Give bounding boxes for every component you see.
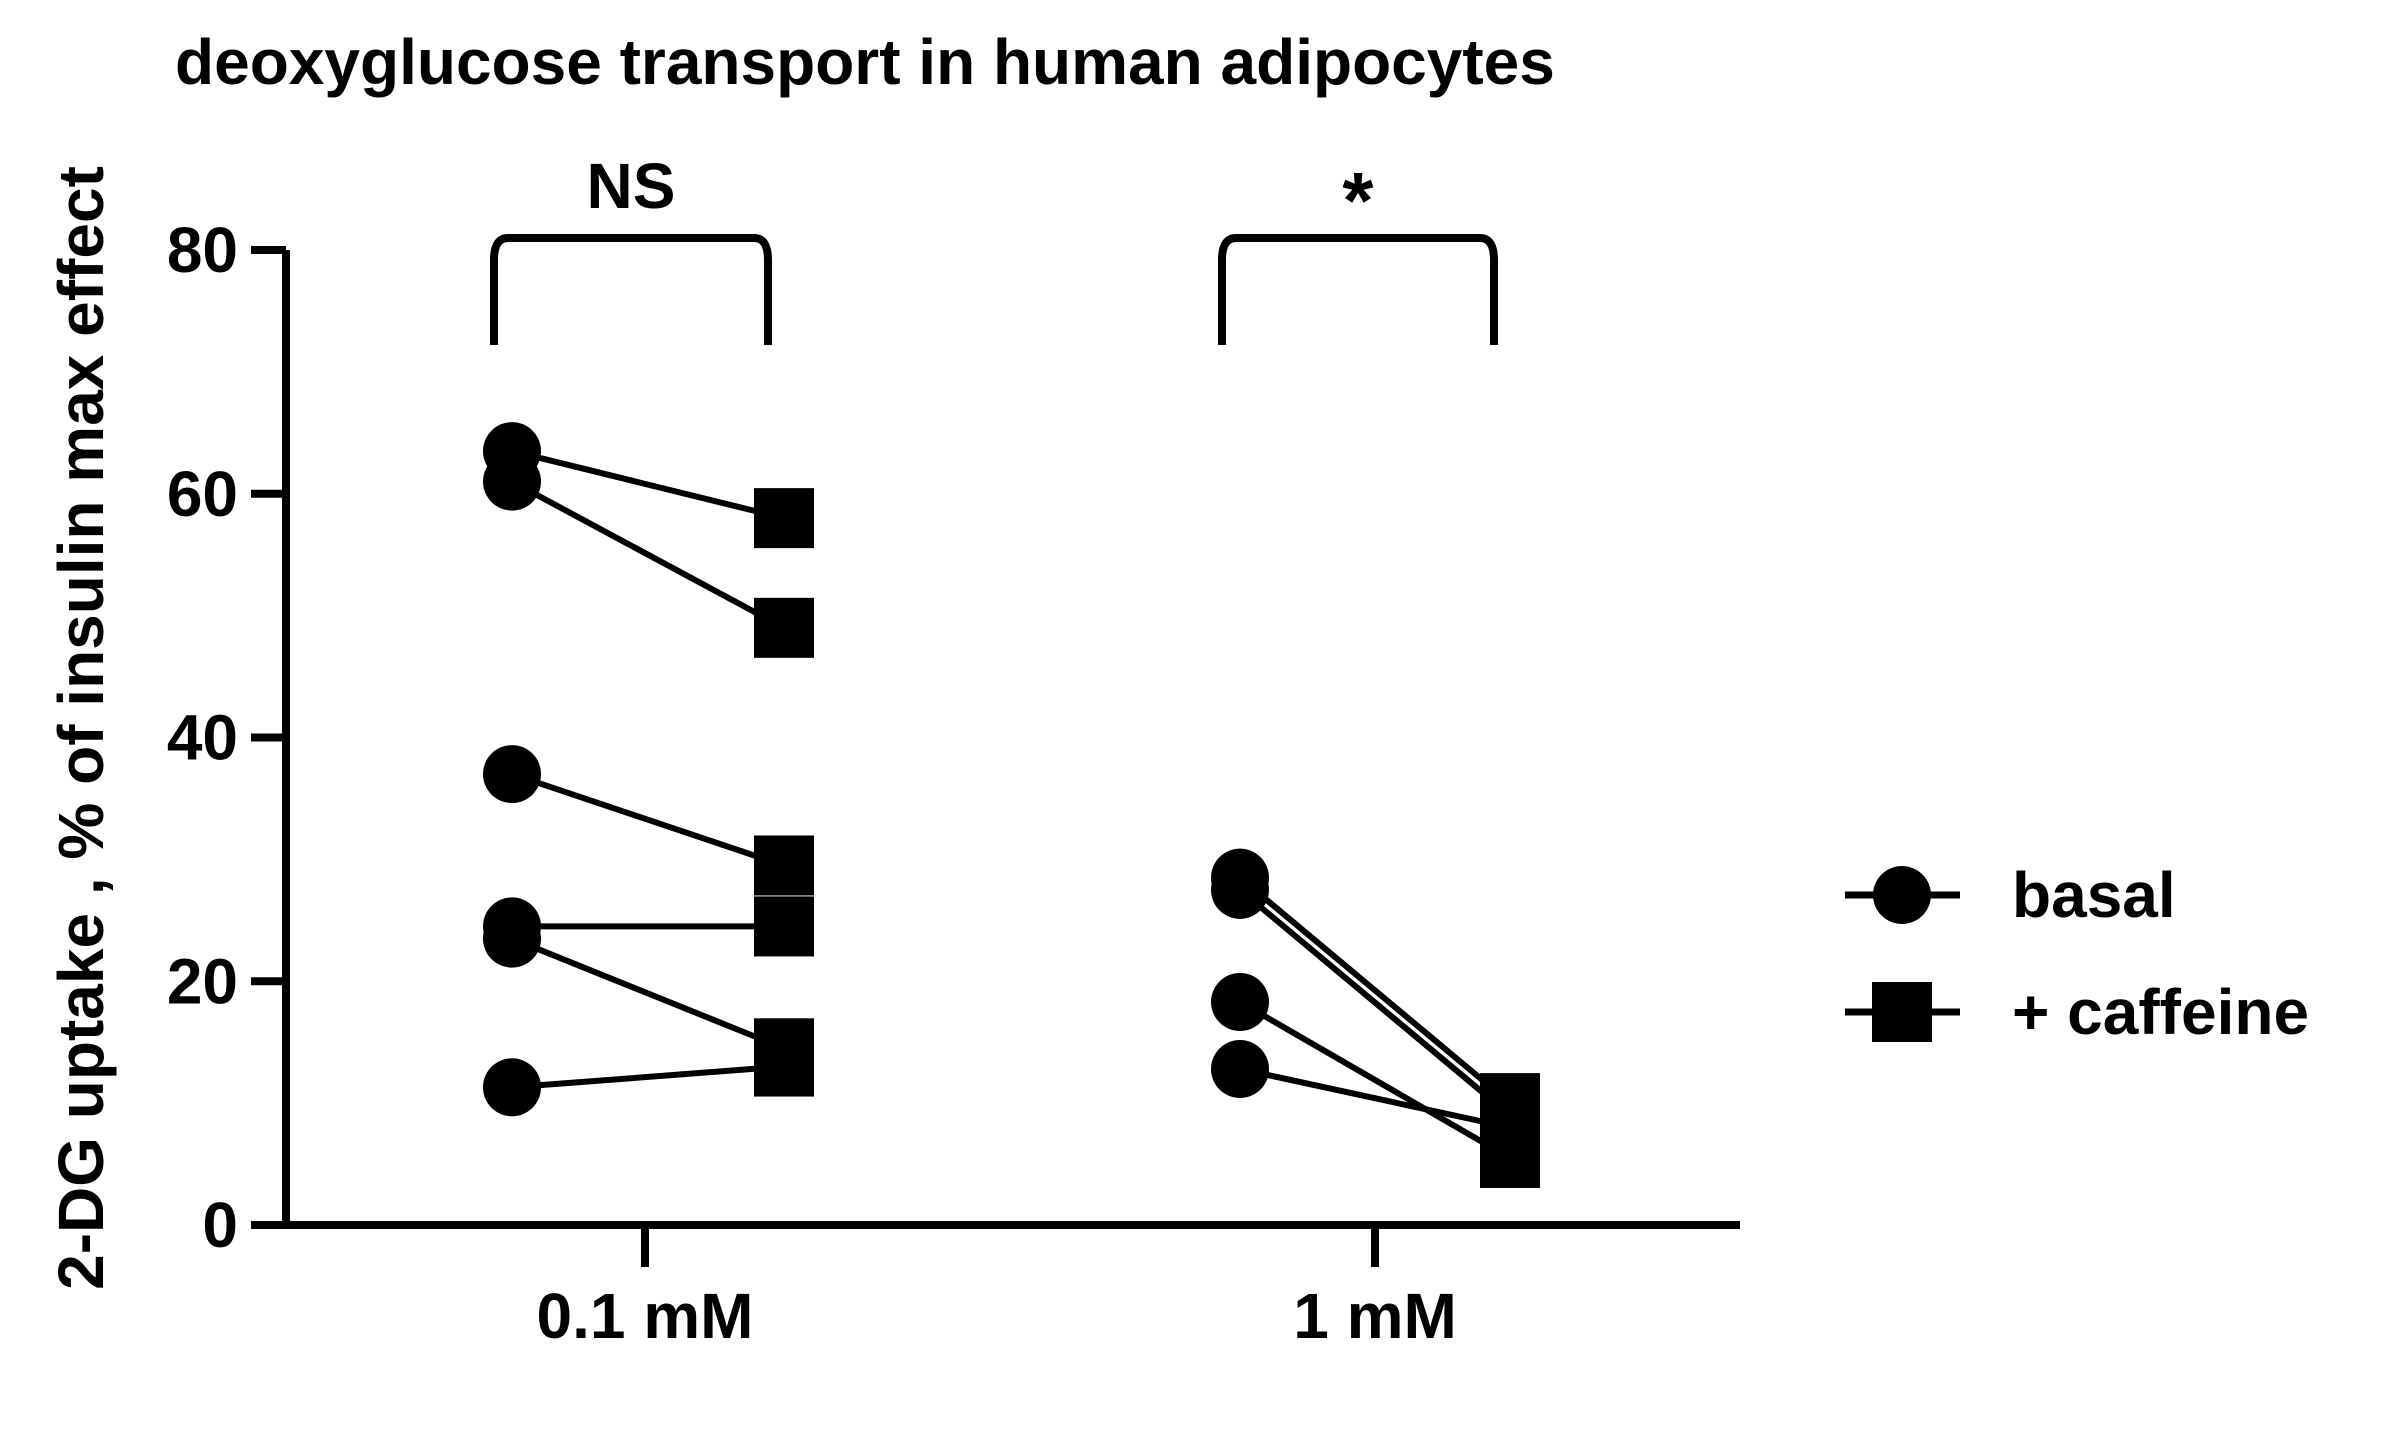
caffeine-point [754, 1036, 814, 1097]
caffeine-point [1480, 1097, 1540, 1158]
basal-point [1211, 972, 1269, 1031]
legend-label: basal [2012, 859, 2176, 931]
x-tick-label: 0.1 mM [537, 1280, 754, 1352]
legend: basal + caffeine [1845, 859, 2309, 1048]
basal-point [1211, 860, 1269, 919]
pair-line [511, 771, 785, 869]
basal-point [483, 452, 541, 511]
pair-line [511, 448, 785, 522]
pair-lines [510, 448, 1512, 1161]
pair-line [510, 478, 786, 631]
basal-point [483, 745, 541, 804]
pair-line [1239, 1066, 1511, 1131]
caffeine-point [754, 597, 814, 658]
pair-line [511, 1063, 785, 1091]
legend-marker-square [1872, 982, 1932, 1042]
y-tick-label: 80 [167, 214, 238, 286]
caffeine-point [754, 488, 814, 549]
significance-bracket [490, 234, 772, 345]
pair-line [1238, 999, 1512, 1161]
legend-marker-circle [1873, 866, 1931, 924]
pair-line [1238, 887, 1512, 1118]
significance-bracket [1218, 234, 1498, 345]
y-tick-label: 60 [167, 458, 238, 530]
significance-brackets: NS * [490, 150, 1498, 345]
basal-point [1211, 1040, 1269, 1098]
legend-label: + caffeine [2012, 976, 2309, 1048]
axes: 0 20 40 60 80 0.1 mM 1 mM [167, 214, 1740, 1352]
pair-line [510, 935, 786, 1052]
caffeine-point [754, 896, 814, 957]
basal-point [483, 909, 541, 968]
legend-item: + caffeine [1845, 976, 2309, 1048]
y-tick-label: 0 [202, 1189, 238, 1261]
chart-title: deoxyglucose transport in human adipocyt… [175, 26, 1555, 98]
x-tick-label: 1 mM [1293, 1280, 1457, 1352]
data-points [483, 422, 1540, 1188]
y-tick-label: 20 [167, 945, 238, 1017]
y-tick-label: 40 [167, 702, 238, 774]
pair-line [1238, 875, 1512, 1106]
caffeine-point [754, 835, 814, 896]
significance-label: NS [587, 150, 676, 222]
y-axis-label: 2-DG uptake , % of insulin max effect [45, 166, 117, 1290]
significance-label: * [1342, 156, 1374, 245]
legend-item: basal [1845, 859, 2176, 931]
basal-point [483, 1058, 541, 1117]
